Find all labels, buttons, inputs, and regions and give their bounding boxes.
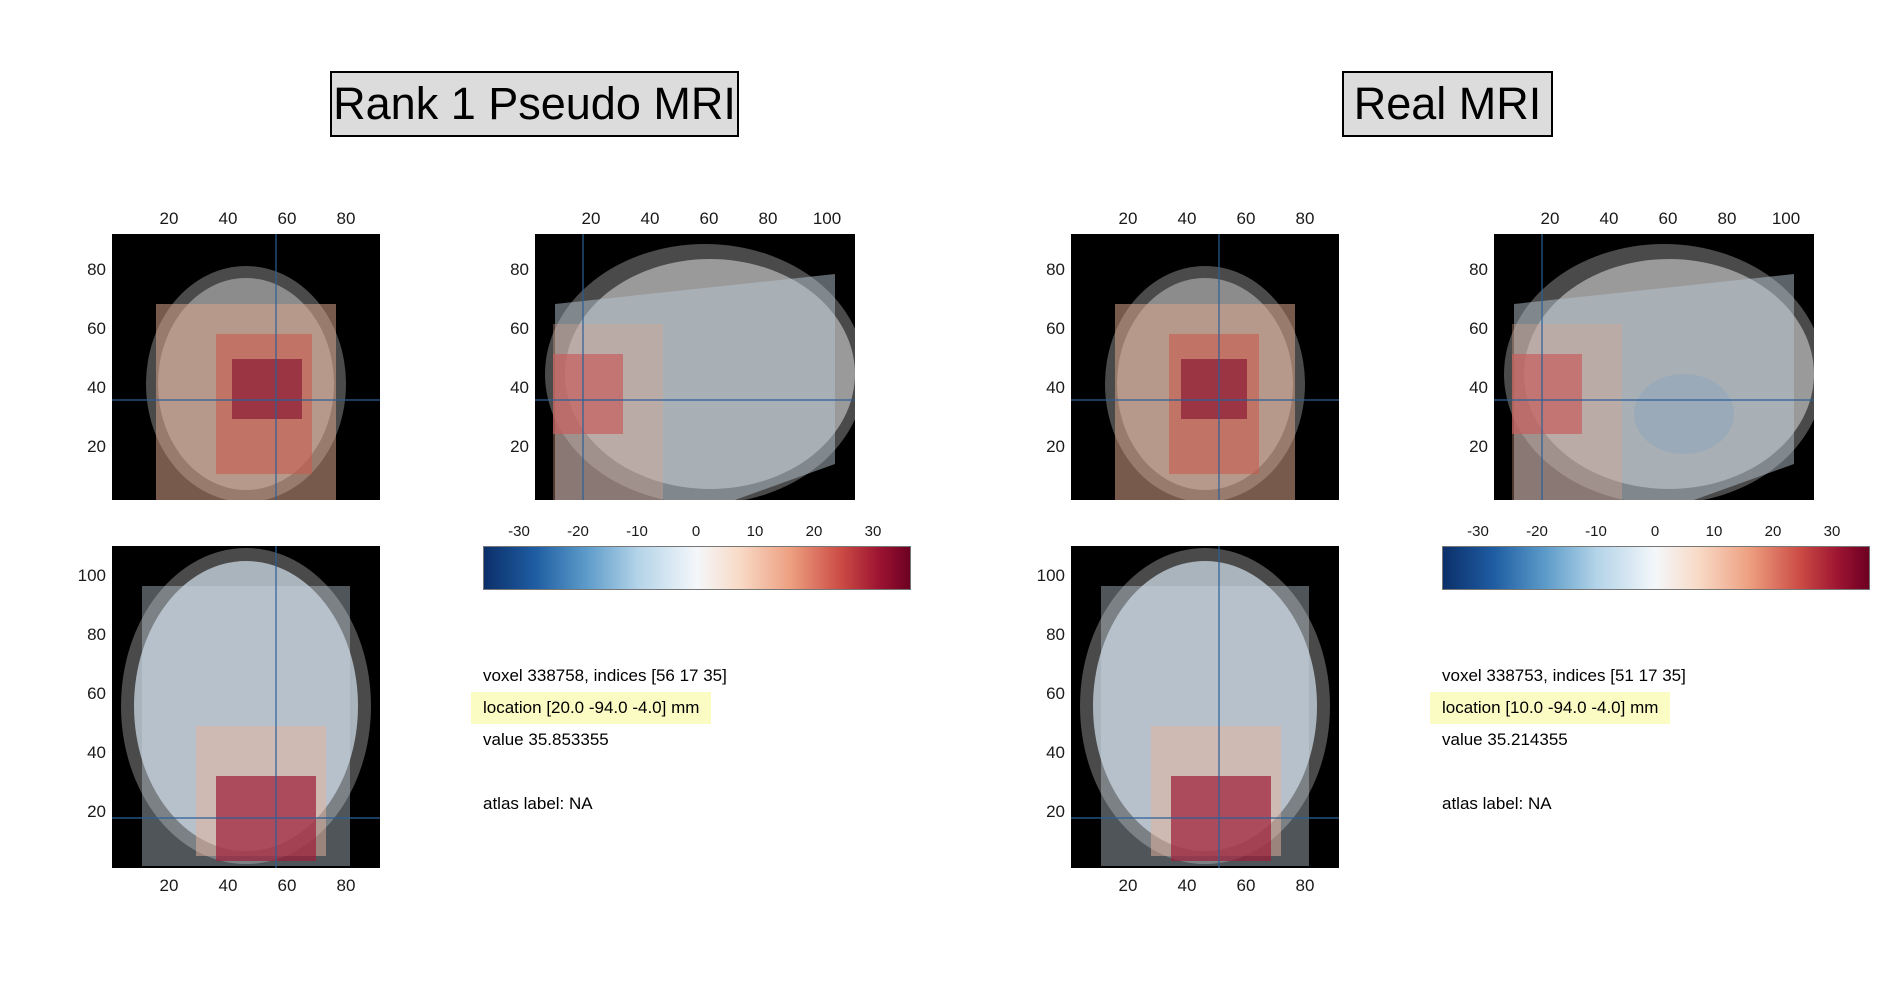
tick-label: 60 xyxy=(1236,209,1256,228)
colorbar-tick-label: -30 xyxy=(1467,523,1489,540)
tick-label: 80 xyxy=(1295,209,1315,228)
left-axial-slice[interactable] xyxy=(112,546,380,868)
tick-label: 20 xyxy=(1540,209,1560,228)
left-sagittal-slice[interactable] xyxy=(535,234,855,500)
tick-label: 20 xyxy=(159,209,179,228)
colorbar-tick-label: 20 xyxy=(1764,523,1782,540)
tick-label: 60 xyxy=(277,209,297,228)
tick-label: 80 xyxy=(87,260,106,279)
tick-label: 40 xyxy=(218,876,238,895)
left-figure-title: Rank 1 Pseudo MRI xyxy=(330,71,739,137)
tick-label: 20 xyxy=(1118,209,1138,228)
left-colorbar xyxy=(483,546,911,590)
colorbar-tick-label: -20 xyxy=(1526,523,1548,540)
right-sagittal-slice[interactable] xyxy=(1494,234,1814,500)
tick-label: 40 xyxy=(1046,743,1065,762)
colorbar-tick-label: 30 xyxy=(864,523,882,540)
tick-label: 80 xyxy=(1046,625,1065,644)
tick-label: 40 xyxy=(510,378,529,397)
tick-label: 60 xyxy=(1046,684,1065,703)
tick-label: 20 xyxy=(1046,802,1065,821)
colorbar-tick-label: 30 xyxy=(1823,523,1841,540)
tick-label: 80 xyxy=(1295,876,1315,895)
colorbar-tick-label: -30 xyxy=(508,523,530,540)
tick-label: 40 xyxy=(1177,876,1197,895)
tick-label: 20 xyxy=(1118,876,1138,895)
tick-label: 40 xyxy=(1599,209,1619,228)
colorbar-tick-label: 10 xyxy=(746,523,764,540)
tick-label: 80 xyxy=(1717,209,1737,228)
tick-label: 100 xyxy=(77,566,106,585)
right-coronal-slice[interactable] xyxy=(1071,234,1339,500)
left-location-info: location [20.0 -94.0 -4.0] mm xyxy=(471,692,712,724)
tick-label: 60 xyxy=(277,876,297,895)
tick-label: 40 xyxy=(87,743,106,762)
tick-label: 20 xyxy=(87,802,106,821)
tick-label: 40 xyxy=(640,209,660,228)
left-atlas-label: atlas label: NA xyxy=(483,794,593,813)
colorbar-tick-label: 20 xyxy=(805,523,823,540)
right-atlas-label: atlas label: NA xyxy=(1442,794,1552,813)
tick-label: 80 xyxy=(510,260,529,279)
tick-label: 20 xyxy=(159,876,179,895)
colorbar-tick-label: 0 xyxy=(1650,523,1660,540)
colorbar-tick-label: 10 xyxy=(1705,523,1723,540)
tick-label: 80 xyxy=(1046,260,1065,279)
right-figure-title: Real MRI xyxy=(1342,71,1553,137)
left-coronal-slice[interactable] xyxy=(112,234,380,500)
tick-label: 40 xyxy=(1469,378,1488,397)
colorbar-tick-label: 0 xyxy=(691,523,701,540)
tick-label: 60 xyxy=(510,319,529,338)
tick-label: 60 xyxy=(87,319,106,338)
left-value-info: value 35.853355 xyxy=(483,730,609,749)
colorbar-tick-label: -10 xyxy=(1585,523,1607,540)
tick-label: 60 xyxy=(1236,876,1256,895)
left-voxel-info: voxel 338758, indices [56 17 35] xyxy=(483,666,727,685)
tick-label: 20 xyxy=(87,437,106,456)
tick-label: 100 xyxy=(1036,566,1065,585)
tick-label: 100 xyxy=(812,209,842,228)
tick-label: 40 xyxy=(218,209,238,228)
tick-label: 80 xyxy=(1469,260,1488,279)
tick-label: 80 xyxy=(336,209,356,228)
tick-label: 60 xyxy=(1046,319,1065,338)
right-location-info: location [10.0 -94.0 -4.0] mm xyxy=(1430,692,1671,724)
tick-label: 60 xyxy=(1658,209,1678,228)
colorbar-tick-label: -20 xyxy=(567,523,589,540)
tick-label: 40 xyxy=(1177,209,1197,228)
tick-label: 80 xyxy=(758,209,778,228)
tick-label: 60 xyxy=(87,684,106,703)
tick-label: 20 xyxy=(1469,437,1488,456)
tick-label: 20 xyxy=(581,209,601,228)
tick-label: 60 xyxy=(699,209,719,228)
tick-label: 100 xyxy=(1771,209,1801,228)
right-value-info: value 35.214355 xyxy=(1442,730,1568,749)
right-axial-slice[interactable] xyxy=(1071,546,1339,868)
colorbar-tick-label: -10 xyxy=(626,523,648,540)
tick-label: 40 xyxy=(87,378,106,397)
tick-label: 20 xyxy=(510,437,529,456)
right-colorbar xyxy=(1442,546,1870,590)
right-voxel-info: voxel 338753, indices [51 17 35] xyxy=(1442,666,1686,685)
tick-label: 80 xyxy=(87,625,106,644)
tick-label: 80 xyxy=(336,876,356,895)
tick-label: 20 xyxy=(1046,437,1065,456)
tick-label: 40 xyxy=(1046,378,1065,397)
tick-label: 60 xyxy=(1469,319,1488,338)
